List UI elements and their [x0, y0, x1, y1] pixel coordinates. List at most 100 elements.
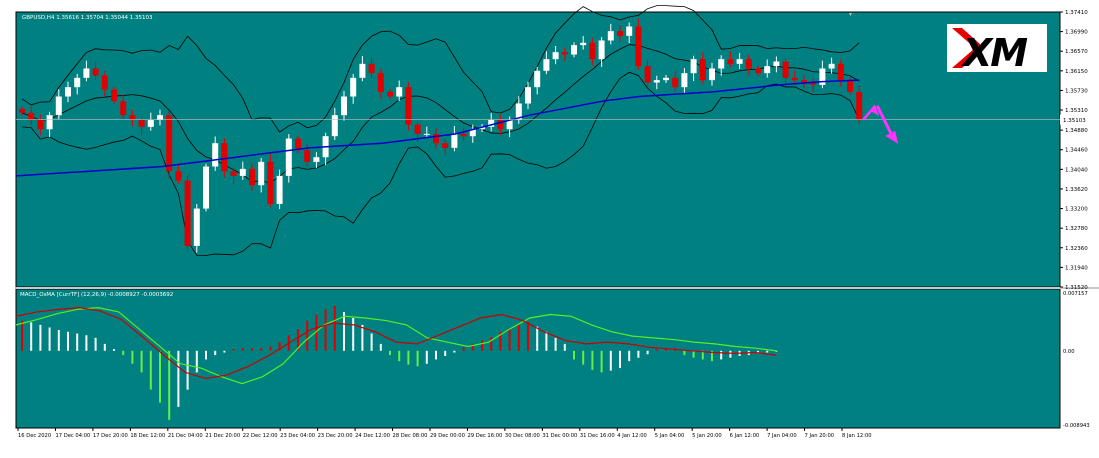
bull-candle [350, 77, 357, 97]
bear-candle [810, 82, 817, 85]
x-tick-label: 28 Dec 08:00 [393, 433, 428, 439]
bear-candle [745, 59, 752, 69]
bull-candle [46, 115, 53, 130]
bull-candle [653, 80, 660, 83]
bull-candle [147, 119, 154, 127]
bear-candle [699, 59, 706, 81]
bull-candle [341, 96, 347, 116]
bear-candle [589, 42, 596, 60]
x-tick-label: 22 Dec 12:00 [243, 433, 278, 439]
bull-candle [736, 59, 743, 64]
time-axis: 16 Dec 2020 17 Dec 04:00 17 Dec 20:00 18 De… [17, 428, 872, 439]
bear-candle [92, 68, 99, 76]
bear-candle [497, 119, 504, 130]
y-tick-label: 1.34880 [1065, 128, 1088, 134]
x-tick-label: 17 Dec 04:00 [55, 433, 90, 439]
up-arrowhead [870, 105, 880, 116]
x-tick-label: 17 Dec 20:00 [93, 433, 128, 439]
xm-logo-text: XM [961, 31, 1028, 75]
y-tick-label: 1.34460 [1065, 148, 1088, 154]
oscillator-pane-background [15, 288, 1061, 429]
bull-candle [773, 61, 780, 67]
x-tick-label: 18 Dec 12:00 [130, 433, 165, 439]
bull-candle [479, 126, 485, 130]
bear-candle [221, 143, 228, 172]
x-tick-label: 5 Jan 20:00 [692, 433, 722, 439]
bull-candle [55, 96, 62, 116]
y-tick-label: 1.33200 [1065, 207, 1088, 213]
osc-y-tick-label: 0.00 [1063, 349, 1075, 355]
bull-candle [552, 52, 559, 60]
y-tick-label: 1.35730 [1065, 88, 1088, 94]
main-pane-background [15, 11, 1061, 288]
bull-candle [74, 77, 81, 88]
bull-candle [451, 133, 458, 148]
x-tick-label: 5 Jan 04:00 [655, 433, 685, 439]
bull-candle [515, 103, 522, 120]
bull-candle [690, 59, 697, 74]
down-arrow-line [875, 105, 895, 139]
y-tick-label: 1.37410 [1065, 10, 1088, 16]
bear-candle [405, 87, 412, 125]
bear-candle [295, 138, 301, 151]
shift-marker: ▾ [849, 11, 852, 18]
bull-candle [396, 87, 403, 97]
bear-candle [249, 168, 255, 186]
down-arrowhead [885, 130, 899, 144]
bear-candle [19, 109, 25, 113]
bull-candle [331, 115, 338, 137]
y-tick-label: 1.31940 [1065, 265, 1088, 271]
bollinger-middle [21, 44, 860, 184]
bear-candle [230, 171, 237, 176]
x-tick-label: 7 Jan 04:00 [767, 433, 797, 439]
bear-candle [837, 63, 844, 81]
x-tick-label: 23 Dec 20:00 [318, 433, 353, 439]
bull-candle [580, 42, 587, 46]
y-tick-label: 1.36570 [1065, 49, 1088, 55]
bull-candle [359, 63, 366, 78]
bull-candle [543, 59, 550, 71]
bear-candle [727, 59, 734, 64]
y-tick-label: 1.31520 [1065, 285, 1088, 291]
bear-candle [37, 119, 44, 130]
bear-candle [120, 101, 127, 116]
price-axis: 1.37410 1.36990 1.36570 1.36150 1.35730 1.353… [16, 10, 1096, 429]
bull-candle [239, 168, 246, 176]
x-tick-label: 6 Jan 12:00 [730, 433, 760, 439]
x-tick-label: 7 Jan 20:00 [805, 433, 835, 439]
x-tick-label: 31 Dec 16:00 [580, 433, 615, 439]
bollinger-upper [21, 5, 860, 133]
bear-candle [387, 91, 393, 97]
bear-candle [442, 143, 449, 148]
candlesticks [19, 18, 863, 253]
bear-candle [414, 124, 421, 134]
y-tick-label: 1.32780 [1065, 226, 1088, 232]
bull-candle [313, 157, 320, 162]
bull-candle [598, 40, 605, 60]
annotation-arrows: ▾ [849, 11, 899, 144]
bear-candle [184, 180, 191, 246]
bear-candle [755, 68, 761, 74]
bear-candle [138, 119, 145, 127]
bear-candle [368, 63, 375, 74]
bear-candle [166, 115, 173, 172]
bull-candle [285, 138, 292, 176]
x-tick-label: 21 Dec 04:00 [168, 433, 203, 439]
x-tick-label: 4 Jan 12:00 [617, 433, 647, 439]
bull-candle [718, 59, 725, 69]
y-tick-label: 1.33620 [1065, 187, 1088, 193]
bear-candle [561, 52, 568, 55]
bull-candle [607, 31, 614, 41]
macd-line [15, 307, 777, 385]
bull-candle [488, 119, 495, 127]
x-tick-label: 24 Dec 12:00 [355, 433, 390, 439]
bull-candle [534, 70, 541, 88]
bear-candle [847, 80, 853, 92]
bear-candle [856, 91, 863, 120]
bear-candle [672, 77, 679, 88]
bull-candle [506, 119, 513, 130]
bear-candle [801, 80, 807, 83]
bull-candle [203, 166, 209, 209]
